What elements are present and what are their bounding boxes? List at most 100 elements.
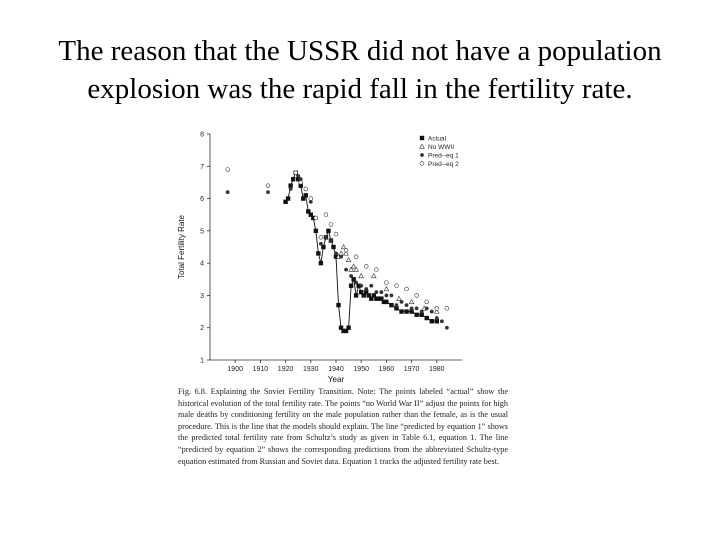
data-point-square-filled xyxy=(338,325,344,330)
data-point-square-filled xyxy=(298,183,303,188)
data-point-circle-filled xyxy=(225,190,230,195)
data-point-square-filled xyxy=(341,328,346,334)
data-point-triangle-open xyxy=(348,266,354,272)
data-point-circle-open xyxy=(374,267,379,272)
data-point-circle-open xyxy=(298,180,303,185)
data-point-circle-filled xyxy=(288,186,293,191)
legend-marker-circle-open xyxy=(419,161,425,166)
data-point-square-filled xyxy=(374,296,379,301)
slide-title: The reason that the USSR did not have a … xyxy=(20,32,700,108)
data-point-circle-filled xyxy=(354,280,359,285)
data-point-circle-filled xyxy=(334,251,338,256)
fertility-chart: 1 2 3 4 5 6 7 8 1900 1910 1920 1930 1940 1950 1960 1970… xyxy=(177,132,462,384)
series-line-actual xyxy=(285,171,437,332)
data-point-square-filled xyxy=(419,312,424,317)
data-point-triangle-open xyxy=(433,308,440,314)
data-point-circle-filled xyxy=(308,199,313,204)
x-tick-label: 1940 xyxy=(328,366,344,373)
legend-label: Pred--eq 1 xyxy=(428,153,459,160)
slide-title-line-1: The reason that the USSR did not have a … xyxy=(58,35,662,67)
data-point-circle-open xyxy=(323,212,329,217)
data-point-circle-open xyxy=(333,231,339,237)
x-tick-label: 1930 xyxy=(303,366,319,373)
legend-marker-circle-filled xyxy=(420,153,424,157)
data-point-square-filled xyxy=(429,319,434,324)
data-point-square-filled xyxy=(359,290,364,295)
data-point-circle-filled xyxy=(344,267,348,272)
data-point-circle-filled xyxy=(444,325,449,330)
data-point-square-filled xyxy=(346,325,351,330)
data-point-triangle-open xyxy=(343,250,349,256)
x-tick-label: 1920 xyxy=(278,366,294,373)
data-point-circle-filled xyxy=(389,293,394,298)
data-point-square-filled xyxy=(409,309,414,314)
data-point-square-filled xyxy=(308,212,313,217)
y-tick-label: 4 xyxy=(200,261,204,268)
slide-title-line-2: explosion was the rapid fall in the fert… xyxy=(87,73,633,105)
data-point-square-filled xyxy=(301,196,306,201)
data-point-circle-open xyxy=(364,264,369,269)
data-point-square-filled xyxy=(290,177,296,182)
data-point-square-filled xyxy=(371,293,376,298)
data-point-square-filled xyxy=(399,309,404,314)
chart-axes: 1 2 3 4 5 6 7 8 1900 1910 1920 1930 1940 1950 1960 1970… xyxy=(200,132,462,373)
data-point-square-filled xyxy=(351,277,356,282)
legend-marker-triangle-open xyxy=(419,143,425,149)
data-point-circle-filled xyxy=(318,241,323,246)
data-point-square-filled xyxy=(376,296,382,301)
data-point-triangle-open xyxy=(408,298,415,304)
data-point-circle-filled xyxy=(439,319,444,324)
data-point-square-filled xyxy=(404,309,409,314)
y-tick-label: 3 xyxy=(200,293,204,300)
data-point-square-filled xyxy=(343,328,349,334)
data-point-square-filled xyxy=(394,306,399,311)
data-point-circle-open xyxy=(225,167,230,172)
data-point-circle-filled xyxy=(429,309,434,314)
data-point-square-filled xyxy=(318,260,324,266)
data-point-square-filled xyxy=(384,299,389,305)
data-point-circle-filled xyxy=(298,177,303,182)
data-point-circle-open xyxy=(303,186,308,192)
data-point-circle-filled xyxy=(364,287,369,291)
data-point-circle-filled xyxy=(399,299,404,304)
data-point-circle-open xyxy=(434,306,439,311)
data-point-circle-filled xyxy=(419,309,424,314)
y-axis-title: Total Fertility Rate xyxy=(177,214,186,279)
data-point-triangle-open xyxy=(338,250,344,256)
data-point-circle-open xyxy=(394,283,399,288)
legend-label: Actual xyxy=(428,136,447,143)
y-tick-label: 8 xyxy=(200,132,204,139)
data-point-circle-filled xyxy=(349,274,354,278)
data-point-square-filled xyxy=(379,296,384,301)
x-tick-label: 1960 xyxy=(379,366,395,373)
data-point-square-filled xyxy=(311,215,316,221)
data-point-triangle-open xyxy=(370,273,377,279)
legend-label: Pred--eq 2 xyxy=(428,161,459,168)
data-point-triangle-open xyxy=(345,256,352,263)
data-point-circle-open xyxy=(404,286,409,292)
data-point-square-filled xyxy=(381,299,387,305)
data-point-circle-open xyxy=(384,280,389,285)
data-point-circle-open xyxy=(313,215,319,221)
y-tick-label: 5 xyxy=(200,228,204,235)
data-point-square-filled xyxy=(333,254,339,259)
data-point-circle-filled xyxy=(329,238,333,243)
x-tick-label: 1900 xyxy=(227,366,243,373)
data-point-circle-filled xyxy=(384,293,389,298)
data-point-square-filled xyxy=(348,283,354,288)
data-point-square-filled xyxy=(361,293,366,298)
data-point-square-filled xyxy=(366,293,371,298)
legend-label: No WWII xyxy=(428,144,454,151)
data-point-square-filled xyxy=(424,315,429,321)
data-point-square-filled xyxy=(283,199,288,204)
data-point-square-filled xyxy=(306,209,311,214)
x-tick-label: 1910 xyxy=(253,366,269,373)
data-point-circle-open xyxy=(293,170,298,175)
data-point-circle-filled xyxy=(369,283,374,288)
y-tick-label: 2 xyxy=(200,325,204,332)
data-point-square-filled xyxy=(364,290,369,295)
data-point-triangle-open xyxy=(340,243,347,250)
data-point-square-filled xyxy=(321,244,326,250)
data-point-triangle-open xyxy=(396,295,402,301)
